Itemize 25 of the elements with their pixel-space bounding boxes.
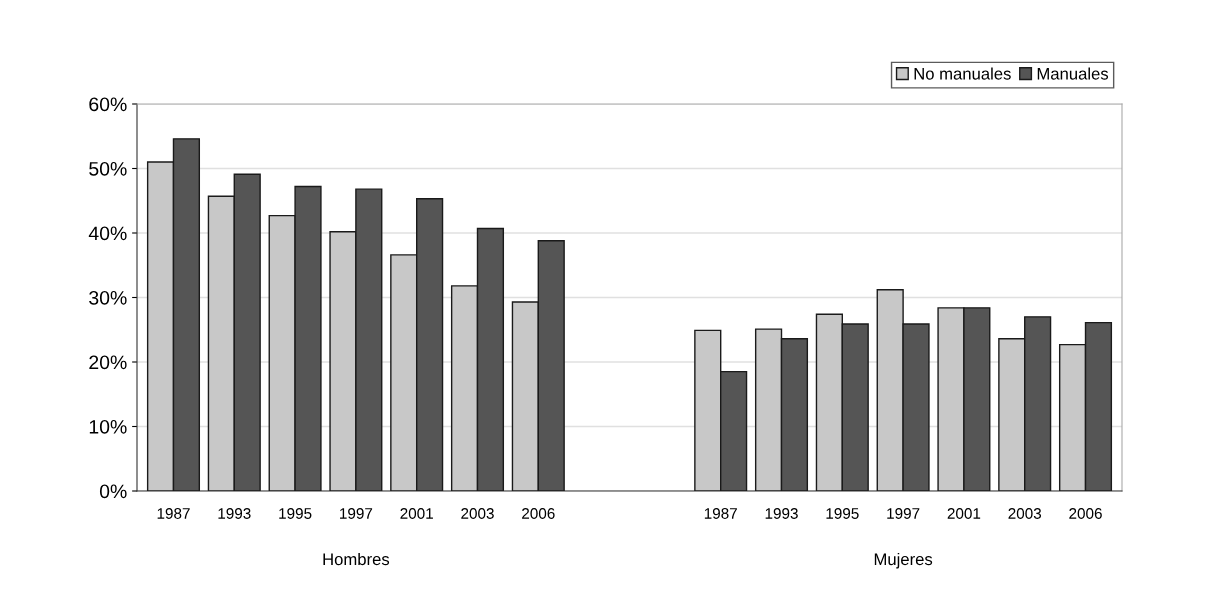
x-tick-label: 2003 <box>461 508 494 519</box>
y-tick-label: 60% <box>89 97 127 112</box>
x-tick-label: 1995 <box>826 508 859 519</box>
x-tick-label: 2006 <box>1069 508 1102 519</box>
text: Hombres <box>323 552 390 566</box>
x-tick-label: 1993 <box>218 508 251 519</box>
x-tick-label: 1997 <box>340 508 373 519</box>
x-tick-label: 1997 <box>887 508 920 519</box>
x-tick-label: 2006 <box>522 508 555 519</box>
legend-label: No manuales <box>914 67 1011 80</box>
x-tick-label: 1987 <box>157 508 190 519</box>
x-tick-label: 1995 <box>279 508 312 519</box>
x-tick-label: 2003 <box>1008 508 1042 519</box>
y-tick-label: 40% <box>88 226 127 241</box>
y-tick-label: 30% <box>89 290 127 305</box>
x-tick-label: 2001 <box>400 508 433 519</box>
y-tick-label: 20% <box>89 355 127 370</box>
x-tick-label: 1993 <box>765 508 798 519</box>
y-tick-label: 50% <box>89 161 127 176</box>
y-tick-label: 0% <box>99 484 127 499</box>
x-tick-label: 1987 <box>704 508 737 519</box>
legend-label: Manuales <box>1037 67 1109 80</box>
x-tick-label: 2001 <box>947 508 981 519</box>
y-tick-label: 10% <box>89 419 127 434</box>
text: Mujeres <box>874 552 933 569</box>
